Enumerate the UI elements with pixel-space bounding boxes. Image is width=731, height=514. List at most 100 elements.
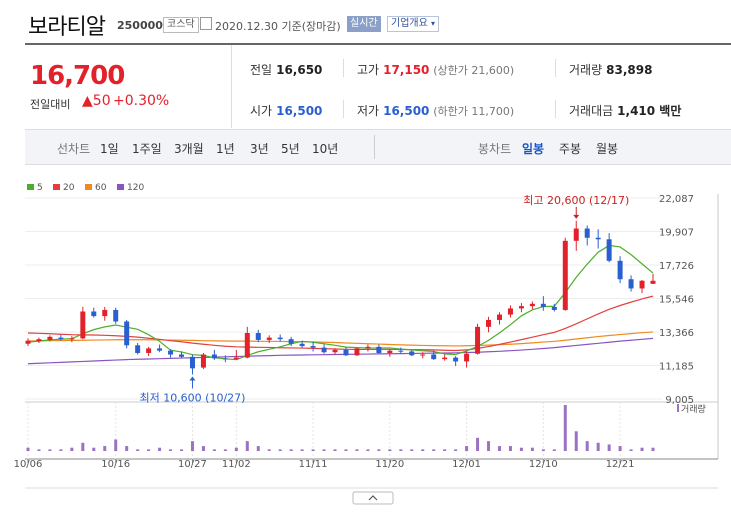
stock-name: 보라티알 [28, 15, 106, 40]
volume-bar [333, 449, 337, 451]
volume-bar [585, 441, 589, 451]
price-chart[interactable]: 5 20 60 120 거래량 22,087 19,907 17,726 15,546 13,… [0, 170, 731, 514]
candle-body [354, 348, 360, 356]
volume-bar [432, 449, 436, 451]
candle-body [200, 354, 206, 368]
moving-averages [27, 244, 654, 365]
chart-collapse-control[interactable] [352, 491, 394, 505]
volume-bar [344, 449, 348, 451]
collapse-button[interactable] [352, 491, 394, 505]
volume-bar [366, 449, 370, 451]
volume-bar [388, 449, 392, 451]
legend-swatch [27, 184, 34, 190]
volume-bar [114, 439, 118, 451]
volume-bar [465, 446, 469, 451]
volume-bar [300, 449, 304, 451]
candle-body [650, 280, 656, 284]
y-tick-label: 17,726 [659, 261, 694, 272]
volume-bar [454, 449, 458, 451]
volume-bar [399, 449, 403, 451]
volume-bar [629, 449, 633, 451]
candle-body [277, 337, 283, 340]
y-tick-label: 11,185 [659, 362, 694, 373]
volume-bar [289, 449, 293, 451]
tab-10y[interactable]: 10년 [312, 142, 339, 156]
stat-trade-value: 거래대금 1,410 백만 [569, 104, 682, 118]
price-stats: 전일 16,650 고가 17,150 (상한가 21,600) 거래량 83,898… [232, 45, 731, 128]
x-tick-label: 11/02 [222, 459, 251, 470]
tab-1d[interactable]: 1일 [100, 142, 119, 156]
company-info-label: 기업개요 [391, 18, 428, 29]
candle-body [47, 336, 53, 340]
up-triangle-icon: ▲ [82, 93, 93, 109]
tab-monthly[interactable]: 월봉 [596, 142, 619, 156]
legend-label: 120 [127, 183, 144, 193]
candle-body [628, 279, 634, 289]
chart-annotations: 최고 20,600 (12/17) 최저 10,600 (10/27) [139, 194, 629, 405]
divider [343, 100, 344, 118]
volume-bar [48, 449, 52, 451]
volume-bar [322, 449, 326, 451]
volume-bar [497, 446, 501, 451]
stat-open: 시가 16,500 [250, 104, 323, 118]
volume-bar [70, 447, 74, 451]
candle-body [540, 303, 546, 307]
chart-grid [25, 194, 719, 489]
volume-bars: 거래량 [26, 403, 706, 451]
tab-1w[interactable]: 1주일 [132, 142, 162, 156]
stock-code: 250000 [117, 19, 163, 32]
volume-bar [180, 449, 184, 451]
high-arrowhead [573, 214, 580, 219]
candle-body [189, 356, 195, 369]
candle-body [25, 340, 31, 344]
volume-bar [81, 442, 85, 451]
volume-bar [136, 449, 140, 451]
candle-body [584, 228, 590, 238]
candle-body [168, 350, 174, 355]
chart-tab-bar: 선차트 1일 1주일 3개월 1년 3년 5년 10년 봉차트 일봉 주봉 월봉 [25, 129, 731, 165]
tab-daily[interactable]: 일봉 [522, 142, 545, 156]
stock-header: 보라티알 250000 코스닥 2020.12.30 기준(장마감) 실시간 기… [0, 0, 731, 44]
chevron-down-icon: ▾ [431, 19, 436, 28]
volume-bar [508, 446, 512, 451]
realtime-button[interactable]: 실시간 [347, 16, 381, 32]
tab-5y[interactable]: 5년 [281, 142, 300, 156]
legend-swatch [53, 184, 60, 190]
candle-body [288, 339, 294, 344]
candle-body [157, 348, 163, 351]
volume-bar [476, 437, 480, 451]
volume-bar [530, 447, 534, 451]
volume-bar [103, 446, 107, 451]
candle-body [113, 309, 119, 322]
y-tick-label: 22,087 [659, 194, 694, 205]
candle-body [310, 346, 316, 348]
volume-bar [212, 449, 216, 451]
market-badge: 코스닥 [163, 17, 199, 33]
volume-bar [574, 431, 578, 451]
volume-bar [245, 441, 249, 451]
tab-3m[interactable]: 3개월 [174, 142, 204, 156]
company-info-dropdown[interactable]: 기업개요 ▾ [387, 16, 440, 32]
x-tick-label: 12/21 [606, 459, 635, 470]
volume-bar [377, 449, 381, 451]
candle-body [529, 303, 535, 307]
volume-bar [158, 447, 162, 451]
volume-bar [519, 447, 523, 451]
candle-body [496, 314, 502, 320]
tab-3y[interactable]: 3년 [250, 142, 269, 156]
candle-body [507, 308, 513, 315]
candle-body [431, 354, 437, 360]
candle-chart-label: 봉차트 [478, 142, 512, 156]
tab-1y[interactable]: 1년 [216, 142, 235, 156]
candle-body [266, 337, 272, 340]
ma20-line [27, 295, 654, 352]
ma120-line [27, 337, 654, 365]
high-annotation: 최고 20,600 (12/17) [523, 194, 629, 207]
tab-weekly[interactable]: 주봉 [559, 142, 582, 156]
stat-volume: 거래량 83,898 [569, 63, 653, 77]
candle-body [299, 343, 305, 347]
volume-bar [410, 449, 414, 451]
candle-body [102, 309, 108, 317]
candle-body [179, 354, 185, 357]
candle-body [398, 350, 404, 352]
